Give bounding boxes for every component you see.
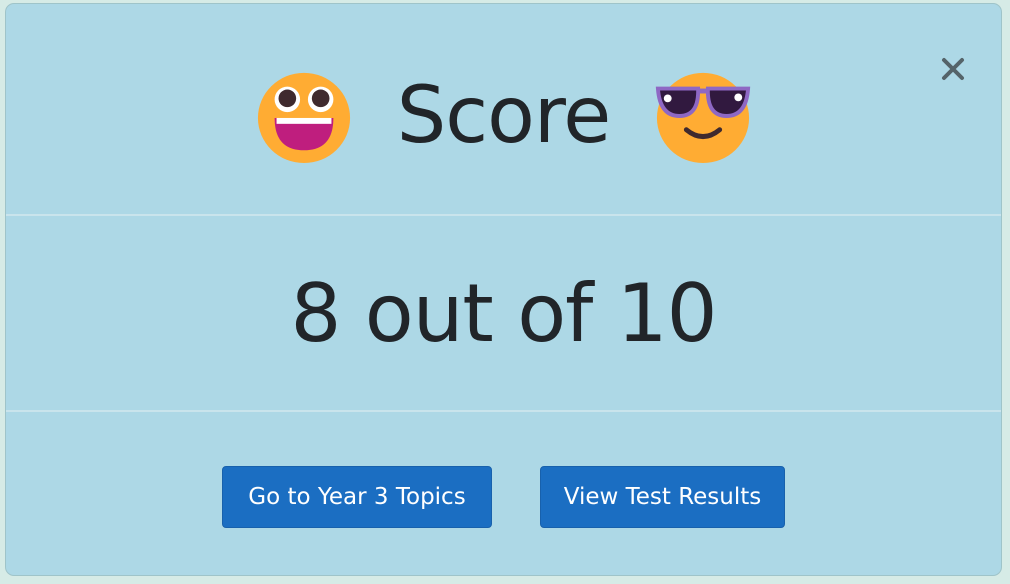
- modal-body: 8 out of 10: [6, 216, 1001, 412]
- score-modal: Score 8 out of 10 Go to Year 3 Topics Vi…: [5, 3, 1002, 576]
- view-test-results-button[interactable]: View Test Results: [540, 466, 785, 528]
- modal-title: Score: [396, 71, 611, 161]
- score-text: 8 out of 10: [290, 266, 717, 360]
- go-to-topics-button[interactable]: Go to Year 3 Topics: [222, 466, 492, 528]
- sunglasses-face-icon: [656, 72, 751, 164]
- modal-header: Score: [6, 4, 1001, 216]
- title-row: Score: [6, 66, 1001, 166]
- grinning-face-big-eyes-icon: [257, 72, 350, 164]
- close-icon[interactable]: [938, 54, 968, 84]
- modal-footer: Go to Year 3 Topics View Test Results: [6, 466, 1001, 528]
